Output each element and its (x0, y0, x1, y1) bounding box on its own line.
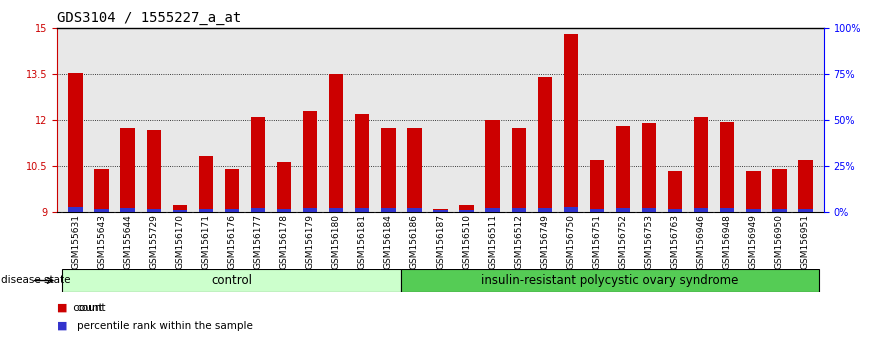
Text: GSM156750: GSM156750 (566, 214, 575, 269)
Bar (225, 209, 239, 212)
Text: GSM156512: GSM156512 (515, 214, 523, 269)
Bar (746, 209, 760, 212)
Bar (381, 208, 396, 212)
Bar (69, 207, 83, 212)
Bar (616, 208, 630, 212)
Bar (251, 117, 265, 212)
Bar (94, 170, 108, 212)
Bar (773, 209, 787, 212)
Bar (694, 208, 708, 212)
Bar (63, 269, 402, 292)
Bar (668, 209, 682, 212)
Text: insulin-resistant polycystic ovary syndrome: insulin-resistant polycystic ovary syndr… (481, 274, 738, 287)
Bar (402, 269, 818, 292)
Text: count: count (77, 303, 106, 313)
Bar (485, 120, 500, 212)
Bar (459, 205, 474, 212)
Text: GSM156184: GSM156184 (384, 214, 393, 269)
Bar (589, 209, 604, 212)
Bar (564, 34, 578, 212)
Text: GSM155643: GSM155643 (97, 214, 106, 269)
Bar (199, 209, 213, 212)
Bar (407, 128, 422, 212)
Bar (225, 170, 239, 212)
Bar (642, 124, 656, 212)
Bar (146, 130, 161, 212)
Text: GSM156170: GSM156170 (175, 214, 184, 269)
Bar (381, 128, 396, 212)
Bar (642, 208, 656, 212)
Text: GSM156763: GSM156763 (670, 214, 679, 269)
Bar (251, 208, 265, 212)
Text: control: control (211, 274, 253, 287)
Bar (746, 171, 760, 212)
Bar (199, 156, 213, 212)
Bar (433, 209, 448, 212)
Bar (537, 78, 552, 212)
Text: GSM156949: GSM156949 (749, 214, 758, 269)
Bar (720, 208, 735, 212)
Text: GSM156951: GSM156951 (801, 214, 810, 269)
Text: GSM156186: GSM156186 (410, 214, 419, 269)
Text: GSM155631: GSM155631 (71, 214, 80, 269)
Text: GSM156753: GSM156753 (645, 214, 654, 269)
Bar (121, 209, 135, 212)
Text: GSM156950: GSM156950 (775, 214, 784, 269)
Bar (277, 162, 292, 212)
Bar (407, 208, 422, 212)
Bar (173, 210, 187, 212)
Bar (433, 210, 448, 212)
Text: GSM156751: GSM156751 (592, 214, 602, 269)
Bar (121, 128, 135, 212)
Bar (303, 208, 317, 212)
Bar (277, 209, 292, 212)
Text: ■  count: ■ count (57, 303, 103, 313)
Bar (589, 160, 604, 212)
Bar (355, 114, 369, 212)
Text: GSM156178: GSM156178 (279, 214, 289, 269)
Bar (694, 117, 708, 212)
Bar (485, 208, 500, 212)
Text: ■: ■ (57, 321, 68, 331)
Text: GSM156181: GSM156181 (358, 214, 366, 269)
Text: disease state: disease state (1, 275, 70, 285)
Text: GSM156176: GSM156176 (227, 214, 236, 269)
Bar (69, 73, 83, 212)
Bar (720, 122, 735, 212)
Bar (146, 209, 161, 212)
Bar (512, 128, 526, 212)
Text: GDS3104 / 1555227_a_at: GDS3104 / 1555227_a_at (57, 11, 241, 25)
Bar (329, 74, 344, 212)
Bar (173, 205, 187, 212)
Text: GSM156171: GSM156171 (202, 214, 211, 269)
Text: GSM156510: GSM156510 (462, 214, 471, 269)
Text: GSM155729: GSM155729 (149, 214, 159, 269)
Bar (459, 210, 474, 212)
Text: GSM156749: GSM156749 (540, 214, 549, 269)
Text: GSM156180: GSM156180 (332, 214, 341, 269)
Bar (94, 209, 108, 212)
Text: GSM156948: GSM156948 (722, 214, 732, 269)
Text: GSM156187: GSM156187 (436, 214, 445, 269)
Bar (303, 111, 317, 212)
Text: ■: ■ (57, 303, 68, 313)
Text: GSM155644: GSM155644 (123, 214, 132, 269)
Text: GSM156511: GSM156511 (488, 214, 497, 269)
Bar (355, 208, 369, 212)
Text: GSM156179: GSM156179 (306, 214, 315, 269)
Text: percentile rank within the sample: percentile rank within the sample (77, 321, 253, 331)
Bar (668, 171, 682, 212)
Bar (798, 209, 812, 212)
Bar (537, 208, 552, 212)
Text: GSM156752: GSM156752 (618, 214, 627, 269)
Bar (329, 208, 344, 212)
Bar (798, 160, 812, 212)
Bar (512, 208, 526, 212)
Bar (564, 207, 578, 212)
Text: GSM156946: GSM156946 (697, 214, 706, 269)
Text: GSM156177: GSM156177 (254, 214, 263, 269)
Bar (773, 170, 787, 212)
Bar (616, 126, 630, 212)
